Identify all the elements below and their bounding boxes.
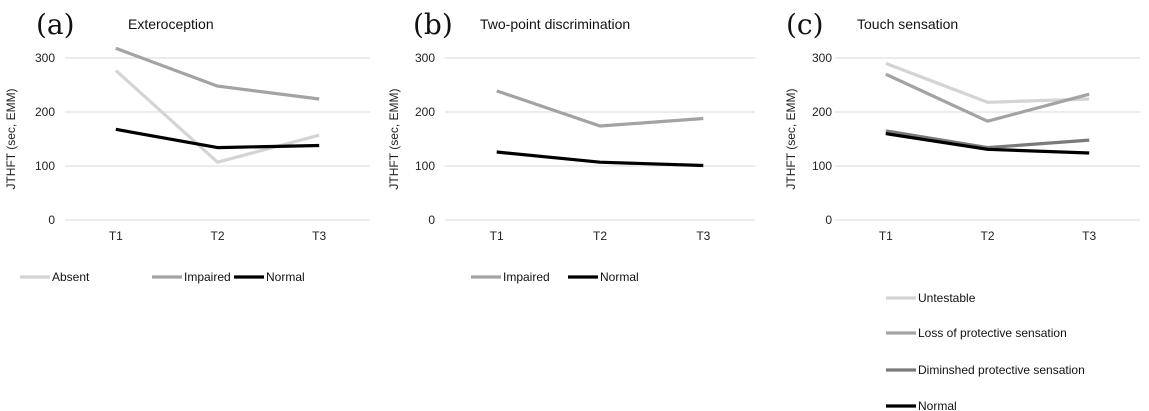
panel-title: Two-point discrimination <box>480 16 630 32</box>
series-line-absent <box>114 69 320 164</box>
legend-label: Normal <box>600 270 639 284</box>
series-line-loss-of-protective-sensation <box>885 72 1090 123</box>
legend: Untestable Loss of protective sensation Di… <box>886 291 1085 411</box>
y-axis-label: JTHFT (sec, EMM) <box>387 88 401 189</box>
legend-item: Normal <box>886 399 957 411</box>
series-line-normal <box>885 132 1090 155</box>
y-tick-label: 200 <box>35 105 55 119</box>
legend-label: Loss of protective sensation <box>918 326 1067 340</box>
x-tick-label: T1 <box>490 229 504 243</box>
y-tick-label: 300 <box>812 51 832 65</box>
legend-label: Diminshed protective sensation <box>918 363 1085 377</box>
legend-item: Impaired <box>152 270 231 284</box>
legend: Impaired Normal <box>471 270 639 284</box>
x-tick-label: T2 <box>593 229 607 243</box>
panel-label: (c) <box>786 8 824 41</box>
y-tick-label: 300 <box>35 51 55 65</box>
panel-a: (a) Exteroception JTHFT (sec, EMM) 0 100 200 3… <box>4 8 370 284</box>
series-line-normal <box>496 150 704 168</box>
y-axis-label: JTHFT (sec, EMM) <box>4 88 18 189</box>
panel-b: (b) Two-point discrimination JTHFT (sec, E… <box>387 8 755 284</box>
legend-label: Absent <box>52 270 90 284</box>
y-tick-label: 100 <box>35 159 55 173</box>
legend-label: Untestable <box>918 291 976 305</box>
legend-label: Impaired <box>184 270 231 284</box>
legend-item: Normal <box>568 270 639 284</box>
legend-item: Untestable <box>886 291 976 305</box>
panel-title: Exteroception <box>128 16 214 32</box>
x-tick-label: T3 <box>312 229 326 243</box>
y-tick-label: 300 <box>415 51 435 65</box>
series-line-impaired <box>115 46 320 101</box>
x-tick-label: T2 <box>980 229 994 243</box>
legend-label: Impaired <box>503 270 550 284</box>
y-tick-label: 0 <box>428 213 435 227</box>
y-tick-label: 200 <box>812 105 832 119</box>
panel-c: (c) Touch sensation JTHFT (sec, EMM) 0 100 20… <box>784 8 1140 411</box>
series-line-diminshed-protective-sensation <box>885 129 1090 150</box>
y-tick-label: 100 <box>812 159 832 173</box>
series-line-impaired <box>496 89 704 128</box>
x-tick-label: T1 <box>879 229 893 243</box>
legend-item: Diminshed protective sensation <box>886 363 1085 377</box>
x-tick-label: T3 <box>696 229 710 243</box>
y-tick-label: 0 <box>825 213 832 227</box>
legend-item: Absent <box>20 270 90 284</box>
x-tick-label: T2 <box>210 229 224 243</box>
series-line-untestable <box>885 61 1090 104</box>
legend: Absent Impaired Normal <box>20 270 305 284</box>
panel-label: (b) <box>413 8 453 41</box>
legend-label: Normal <box>918 399 957 411</box>
y-tick-label: 0 <box>48 213 55 227</box>
legend-item: Impaired <box>471 270 550 284</box>
panel-title: Touch sensation <box>857 16 958 32</box>
legend-item: Loss of protective sensation <box>886 326 1067 340</box>
legend-item: Normal <box>234 270 305 284</box>
y-axis-label: JTHFT (sec, EMM) <box>784 88 798 189</box>
x-tick-label: T3 <box>1082 229 1096 243</box>
panel-label: (a) <box>36 8 75 41</box>
y-tick-label: 200 <box>415 105 435 119</box>
series-line-normal <box>115 127 320 150</box>
x-tick-label: T1 <box>109 229 123 243</box>
y-tick-label: 100 <box>415 159 435 173</box>
legend-label: Normal <box>266 270 305 284</box>
